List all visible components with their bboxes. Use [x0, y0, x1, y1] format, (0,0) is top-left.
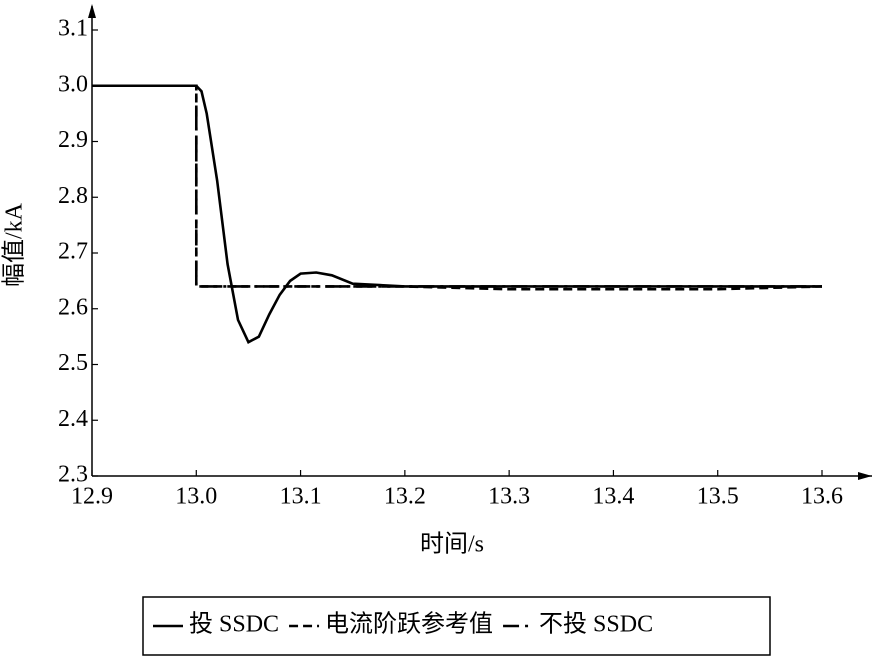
series-line [92, 84, 822, 288]
y-axis-arrow [88, 4, 96, 18]
y-tick-label: 3.1 [58, 16, 88, 42]
x-tick-label: 13.2 [384, 484, 426, 510]
x-tick-label: 12.9 [71, 484, 113, 510]
y-tick-label: 2.4 [58, 406, 88, 432]
legend-label: 不投 SSDC [539, 611, 653, 638]
y-tick-label: 3.0 [58, 71, 88, 97]
x-tick-label: 13.1 [280, 484, 322, 510]
y-tick-label: 2.5 [58, 350, 88, 376]
y-tick-label: 2.6 [58, 294, 88, 320]
legend-label: 投 SSDC [189, 611, 279, 638]
x-tick-label: 13.0 [175, 484, 217, 510]
x-tick-label: 13.3 [488, 484, 530, 510]
x-axis-arrow [858, 472, 872, 480]
legend-box [142, 596, 771, 656]
y-tick-label: 2.9 [58, 127, 88, 153]
x-axis-label: 时间/s [420, 531, 484, 558]
legend-label: 电流阶跃参考值 [325, 611, 493, 638]
y-axis-label: 幅值/kA [1, 202, 28, 287]
y-tick-label: 2.7 [58, 239, 88, 265]
series-line [92, 84, 822, 344]
y-tick-label: 2.8 [58, 183, 88, 209]
x-tick-label: 13.5 [697, 484, 739, 510]
series-line [92, 84, 823, 291]
x-tick-label: 13.6 [801, 484, 843, 510]
y-tick-label: 2.3 [58, 462, 88, 488]
x-tick-label: 13.4 [592, 484, 634, 510]
